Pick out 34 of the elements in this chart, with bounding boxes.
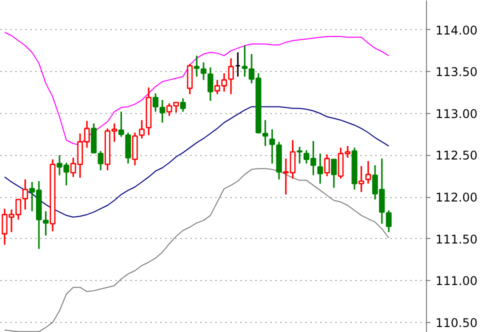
candlestick	[180, 98, 186, 112]
candlestick	[358, 165, 364, 193]
candlestick	[42, 210, 49, 236]
candlestick	[331, 158, 337, 189]
candlestick	[200, 62, 206, 81]
y-tick-label: 112.50	[436, 148, 478, 163]
candlestick	[125, 132, 131, 164]
candlestick	[152, 92, 158, 112]
y-tick-label: 114.00	[436, 23, 478, 38]
y-tick-label: 111.50	[436, 232, 478, 246]
y-tick-label: 113.00	[436, 106, 478, 121]
candlestick	[132, 132, 138, 166]
candlestick	[365, 160, 372, 184]
candlestick	[386, 210, 392, 233]
line-series	[4, 106, 390, 218]
y-tick-label: 111.00	[436, 274, 478, 288]
candlestick	[208, 66, 214, 102]
y-tick-label: 113.50	[436, 65, 478, 80]
y-tick-label: 110.50	[436, 316, 478, 330]
y-tick-label: 112.00	[436, 190, 478, 205]
candlestick	[228, 57, 234, 95]
candlestick	[324, 154, 330, 177]
candlestick	[269, 128, 276, 164]
candlestick	[194, 54, 200, 78]
candlestick	[22, 178, 28, 210]
candlestick	[118, 110, 124, 138]
candlestick	[160, 99, 166, 124]
candlestick	[98, 150, 104, 172]
candlestick	[242, 44, 248, 78]
candlestick	[138, 119, 145, 140]
candlestick	[262, 119, 268, 147]
candlestick	[186, 63, 193, 95]
candlestick	[296, 146, 302, 164]
candlestick	[317, 152, 324, 184]
